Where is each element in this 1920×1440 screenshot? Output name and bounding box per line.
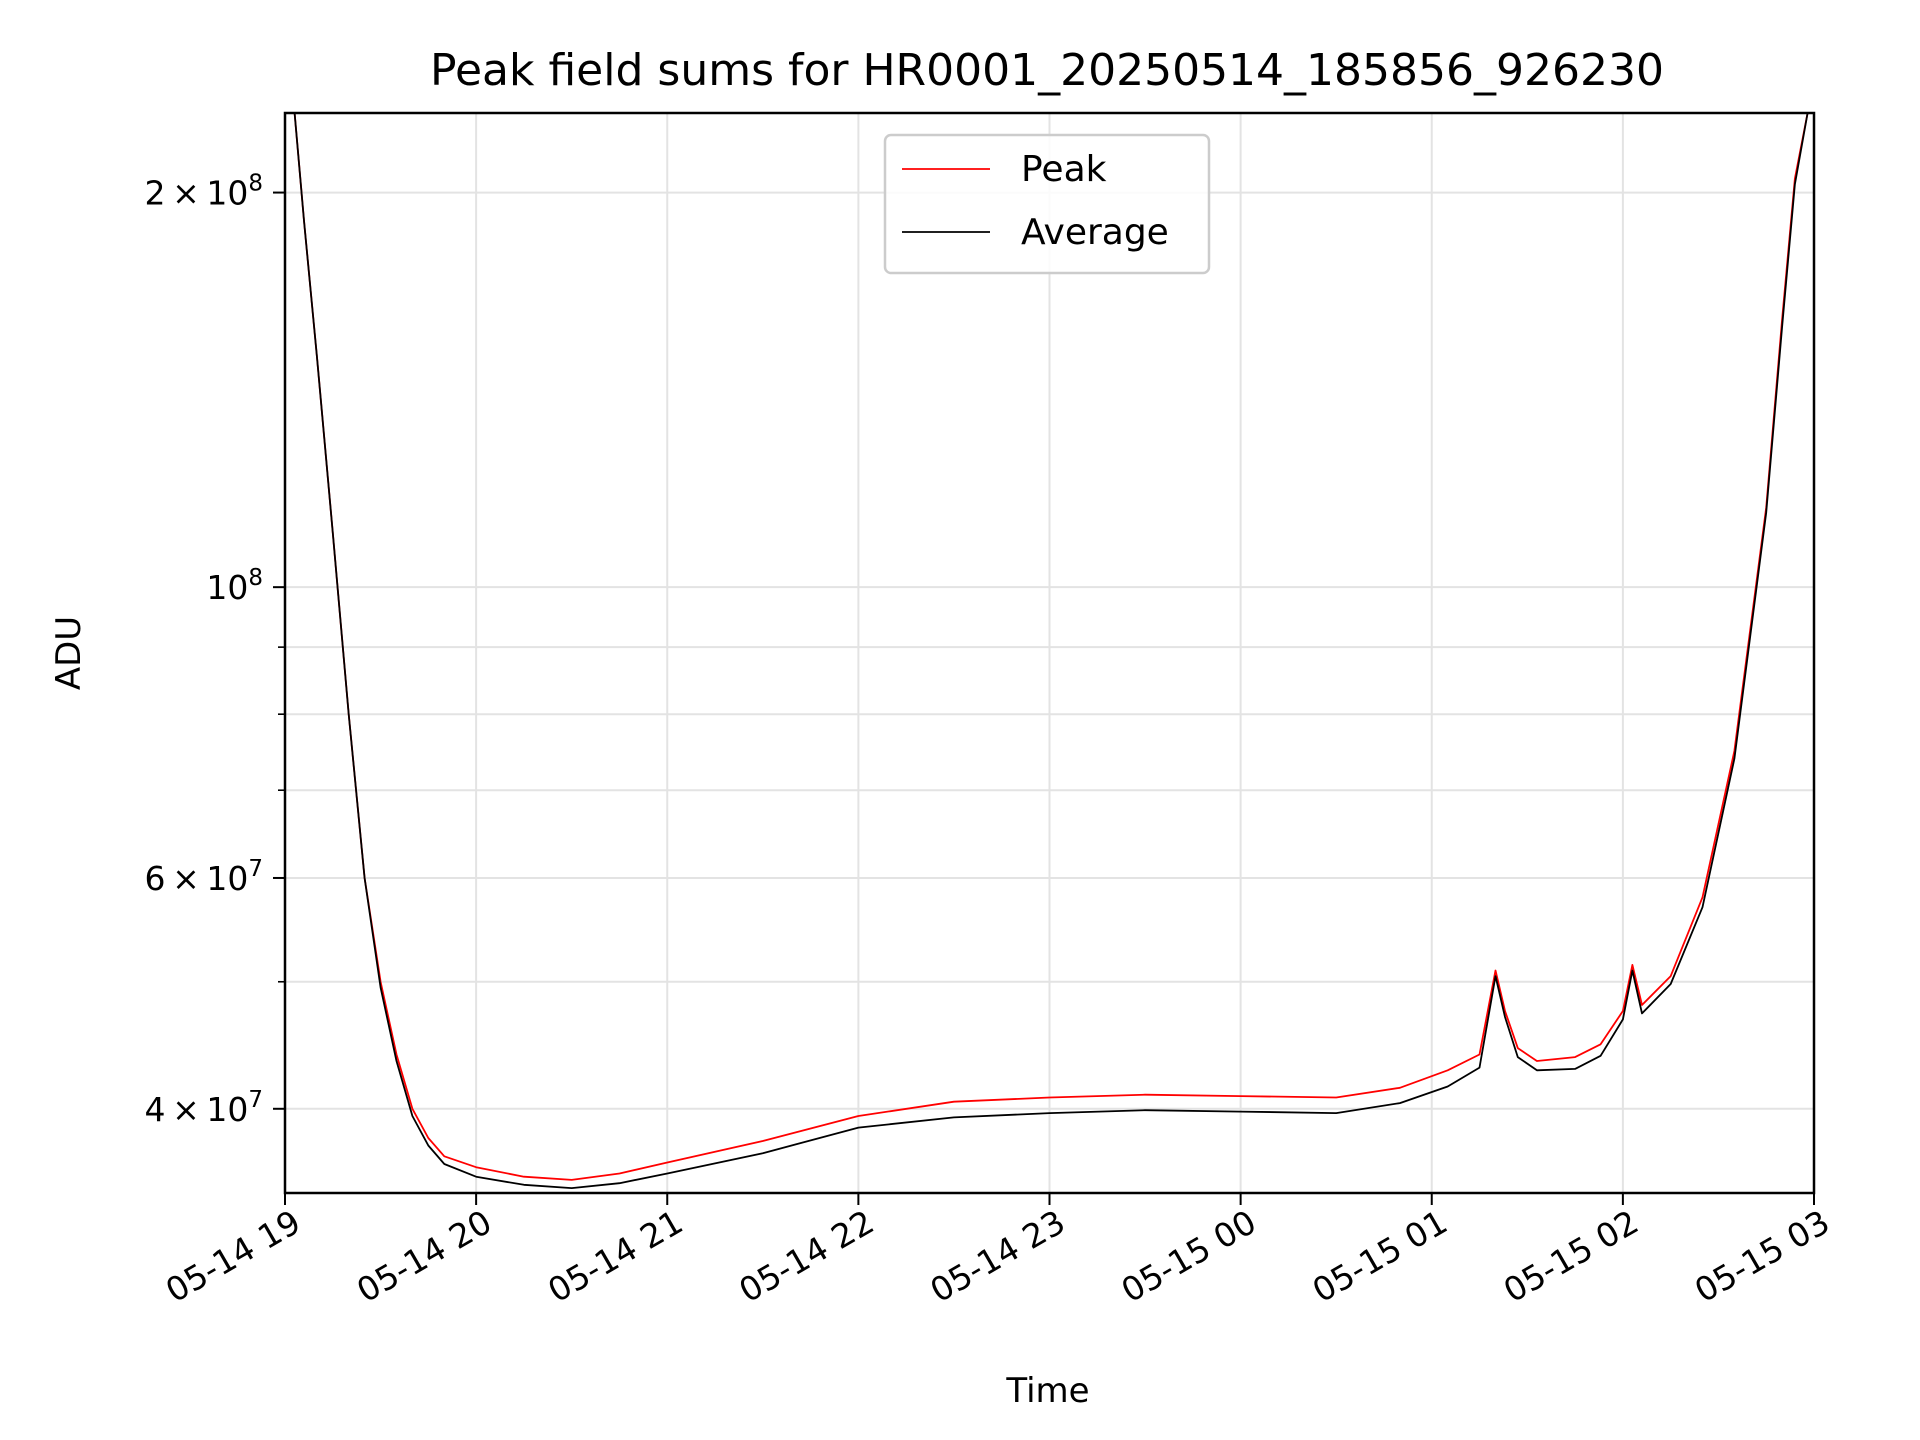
y-axis: 4 × 107 6 × 107 108 2 × 108 (145, 171, 285, 1129)
y-tick-label: 2 × 108 (145, 171, 263, 213)
y-tick-label: 6 × 107 (145, 856, 263, 898)
series-line-average (293, 112, 1809, 1189)
chart-title: Peak field sums for HR0001_20250514_1858… (430, 45, 1664, 96)
y-tick-label: 108 (206, 565, 263, 607)
x-axis-label: Time (1005, 1371, 1089, 1411)
series-line-peak (293, 112, 1809, 1181)
legend-label-average: Average (1021, 212, 1169, 253)
legend-label-peak: Peak (1021, 149, 1107, 190)
y-tick-label: 4 × 107 (145, 1087, 263, 1129)
series-layer (293, 112, 1809, 1189)
y-axis-label: ADU (49, 616, 89, 690)
legend: Peak Average (883, 133, 1211, 275)
